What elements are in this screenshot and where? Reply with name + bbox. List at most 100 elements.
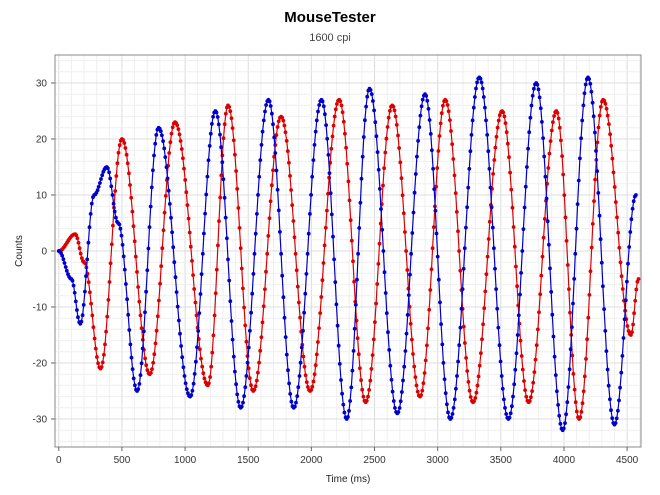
data-point: [282, 123, 287, 128]
data-point: [320, 99, 325, 104]
data-point: [523, 388, 527, 392]
data-point: [86, 240, 91, 245]
data-point: [348, 218, 353, 223]
data-point: [192, 287, 197, 291]
data-point: [564, 412, 568, 417]
data-point: [311, 158, 316, 163]
data-point: [511, 394, 515, 399]
data-point: [320, 278, 325, 283]
data-point: [487, 219, 492, 224]
data-point: [310, 384, 315, 389]
x-tick-label: 4500: [616, 455, 639, 466]
data-point: [271, 168, 275, 173]
data-point: [122, 267, 127, 272]
data-point: [403, 349, 408, 353]
data-point: [383, 291, 388, 295]
data-point: [179, 344, 184, 348]
data-point: [173, 275, 178, 280]
data-point: [95, 188, 100, 193]
data-point: [444, 99, 449, 103]
data-point: [237, 226, 242, 230]
data-point: [235, 392, 240, 397]
data-point: [76, 240, 81, 245]
data-point: [485, 133, 490, 137]
data-point: [450, 412, 455, 416]
data-point: [401, 211, 406, 216]
data-point: [138, 373, 143, 377]
data-point: [508, 411, 513, 416]
data-point: [160, 246, 165, 251]
data-point: [530, 389, 534, 393]
data-point: [495, 125, 500, 130]
data-point: [391, 104, 396, 109]
data-point: [284, 139, 289, 143]
data-point: [151, 168, 155, 173]
data-point: [159, 264, 164, 268]
data-point: [314, 352, 319, 357]
data-point: [117, 222, 122, 227]
data-point: [425, 343, 429, 348]
y-tick-label: 10: [36, 191, 48, 202]
data-point: [200, 364, 205, 369]
data-point: [528, 115, 533, 120]
data-point: [371, 99, 375, 103]
data-point: [129, 195, 134, 200]
data-point: [166, 188, 171, 193]
data-point: [73, 299, 78, 304]
data-point: [107, 170, 111, 175]
data-point: [392, 108, 397, 113]
data-point: [110, 193, 115, 197]
data-point: [351, 349, 356, 353]
data-point: [233, 369, 237, 374]
data-point: [355, 336, 360, 341]
data-point: [129, 355, 134, 360]
data-point: [328, 191, 333, 196]
data-point: [184, 190, 189, 195]
data-point: [498, 359, 503, 364]
data-point: [303, 291, 308, 296]
data-point: [510, 404, 514, 409]
data-point: [489, 205, 494, 210]
data-point: [518, 338, 523, 343]
data-point: [287, 160, 291, 165]
data-point: [376, 262, 381, 266]
data-point: [400, 193, 405, 198]
data-point: [617, 245, 622, 250]
data-point: [96, 184, 101, 189]
data-point: [408, 272, 412, 277]
data-point: [582, 374, 587, 379]
data-point: [143, 310, 147, 315]
data-point: [540, 254, 545, 259]
data-point: [340, 110, 345, 115]
data-point: [190, 388, 195, 393]
data-point: [476, 374, 481, 379]
data-point: [391, 399, 396, 403]
data-point: [98, 181, 102, 185]
data-point: [335, 102, 339, 106]
data-point: [301, 328, 305, 333]
data-point: [275, 125, 280, 129]
data-point: [63, 265, 68, 269]
data-point: [293, 251, 298, 256]
data-point: [468, 149, 473, 154]
data-point: [481, 322, 485, 327]
data-point: [333, 280, 338, 284]
x-tick-label: 3000: [427, 455, 450, 466]
data-point: [571, 372, 576, 376]
data-point: [483, 105, 487, 110]
data-point: [211, 333, 216, 338]
data-point: [274, 168, 279, 173]
data-point: [256, 193, 260, 197]
data-point: [568, 347, 573, 352]
data-point: [538, 292, 543, 297]
data-point: [536, 87, 541, 92]
data-point: [339, 378, 343, 382]
data-point: [246, 345, 251, 350]
data-point: [487, 166, 492, 171]
data-point: [616, 408, 620, 413]
data-point: [356, 352, 361, 357]
data-point: [593, 130, 597, 135]
data-point: [458, 268, 463, 273]
data-point: [247, 376, 252, 380]
data-point: [375, 150, 380, 155]
